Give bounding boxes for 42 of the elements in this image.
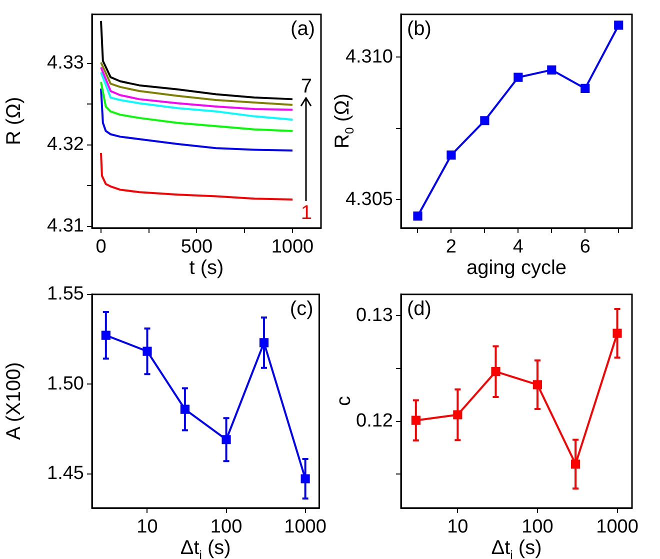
point <box>514 72 523 82</box>
annotation: (b) <box>407 18 432 40</box>
x-tick-label: 1000 <box>596 516 638 538</box>
point <box>480 116 490 126</box>
y-tick-label: 1.55 <box>47 284 84 305</box>
annotation: (d) <box>407 298 432 320</box>
x-tick-label: 1000 <box>284 516 326 538</box>
y-tick-label: 0.12 <box>356 410 393 432</box>
y-axis-title: R (Ω) <box>3 97 25 146</box>
x-tick-label: 500 <box>180 236 213 258</box>
y-tick-label: 1.45 <box>47 463 84 484</box>
y-axis-title: A (X100) <box>3 362 25 440</box>
point <box>446 150 456 160</box>
point <box>580 84 590 93</box>
y-tick-label: 4.33 <box>47 52 84 74</box>
point <box>614 20 624 30</box>
x-axis-title: t (s) <box>189 257 224 279</box>
point <box>413 212 422 221</box>
x-tick-label: 1000 <box>271 236 314 258</box>
x-tick-label: 6 <box>580 236 590 258</box>
x-tick-label: 100 <box>210 516 242 538</box>
y-axis-title: c <box>333 396 355 406</box>
x-axis-title: Δt$_{i}$ (s) <box>491 537 542 559</box>
x-tick-label: 4 <box>512 236 524 258</box>
series-label: 7 <box>300 76 312 98</box>
y-tick-label: 4.32 <box>47 134 84 156</box>
x-tick-label: 2 <box>446 236 457 258</box>
x-tick-label: 10 <box>447 516 468 538</box>
y-tick-label: 4.305 <box>345 188 393 210</box>
x-axis-title: Δt$_{i}$ (s) <box>180 537 231 559</box>
x-tick-label: 0 <box>96 236 106 258</box>
y-tick-label: 4.310 <box>345 46 393 68</box>
y-tick-label: 1.50 <box>47 373 84 394</box>
x-axis-title: aging cycle <box>466 257 567 279</box>
y-tick-label: 0.13 <box>356 304 393 326</box>
y-tick-label: 4.31 <box>47 216 84 237</box>
point <box>547 65 556 74</box>
series-label: 1 <box>300 202 312 224</box>
x-tick-label: 100 <box>522 516 554 538</box>
annotation: (a) <box>290 18 315 40</box>
x-tick-label: 10 <box>136 516 158 538</box>
annotation: (c) <box>290 298 314 320</box>
